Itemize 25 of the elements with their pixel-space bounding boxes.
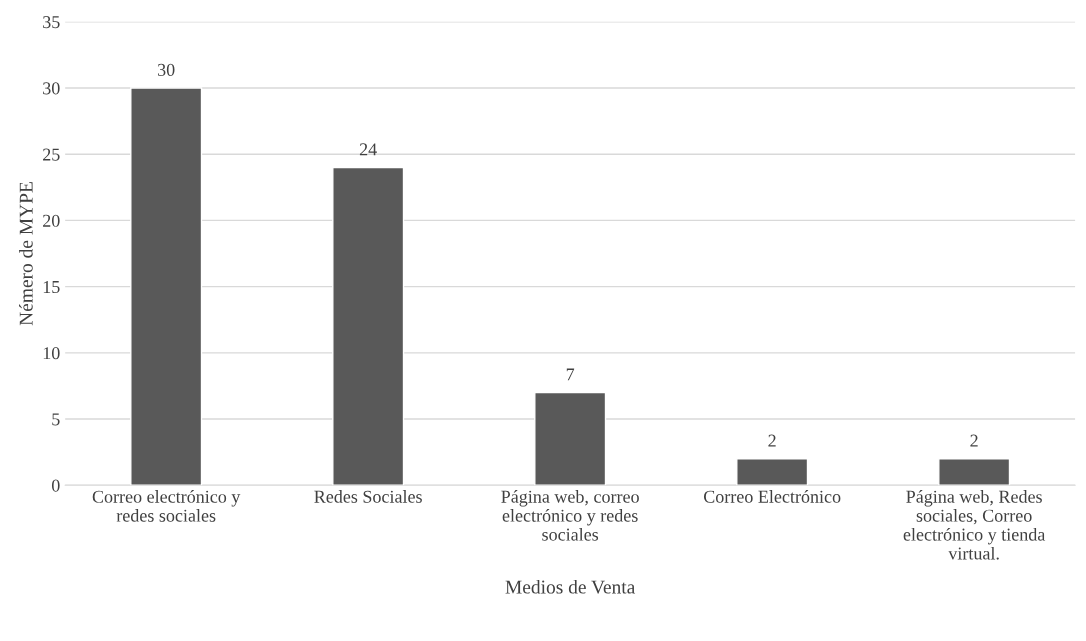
- y-tick-label: 15: [43, 280, 60, 294]
- x-tick-label: Correo electrónico y redes sociales: [92, 490, 241, 522]
- y-tick-label: 0: [51, 479, 60, 492]
- x-tick-label: Redes Sociales: [314, 490, 422, 503]
- y-axis-title: Némero de MYPE: [19, 182, 33, 326]
- x-tick-label: Página web, correo electrónico y redes sociales: [501, 490, 639, 541]
- x-tick-label: Correo Electrónico: [703, 490, 841, 503]
- data-label: 2: [970, 434, 978, 447]
- y-tick-label: 35: [43, 16, 60, 29]
- y-tick-label: 10: [43, 347, 60, 360]
- bar: [534, 391, 607, 486]
- x-axis-title: Medios de Venta: [505, 579, 636, 594]
- y-tick-label: 30: [43, 82, 60, 95]
- bar: [938, 458, 1011, 486]
- data-label: 7: [566, 368, 575, 381]
- y-tick-label: 20: [43, 214, 60, 227]
- x-tick-label: Página web, Redes sociales, Correo electrónico y tienda virtual.: [903, 490, 1046, 560]
- bar: [130, 87, 203, 486]
- data-label: 2: [768, 434, 776, 447]
- bar: [736, 458, 809, 486]
- bar: [332, 166, 405, 486]
- data-label: 24: [359, 143, 377, 156]
- data-label: 30: [157, 63, 175, 76]
- y-tick-label: 5: [52, 413, 60, 426]
- y-tick-label: 25: [43, 148, 60, 161]
